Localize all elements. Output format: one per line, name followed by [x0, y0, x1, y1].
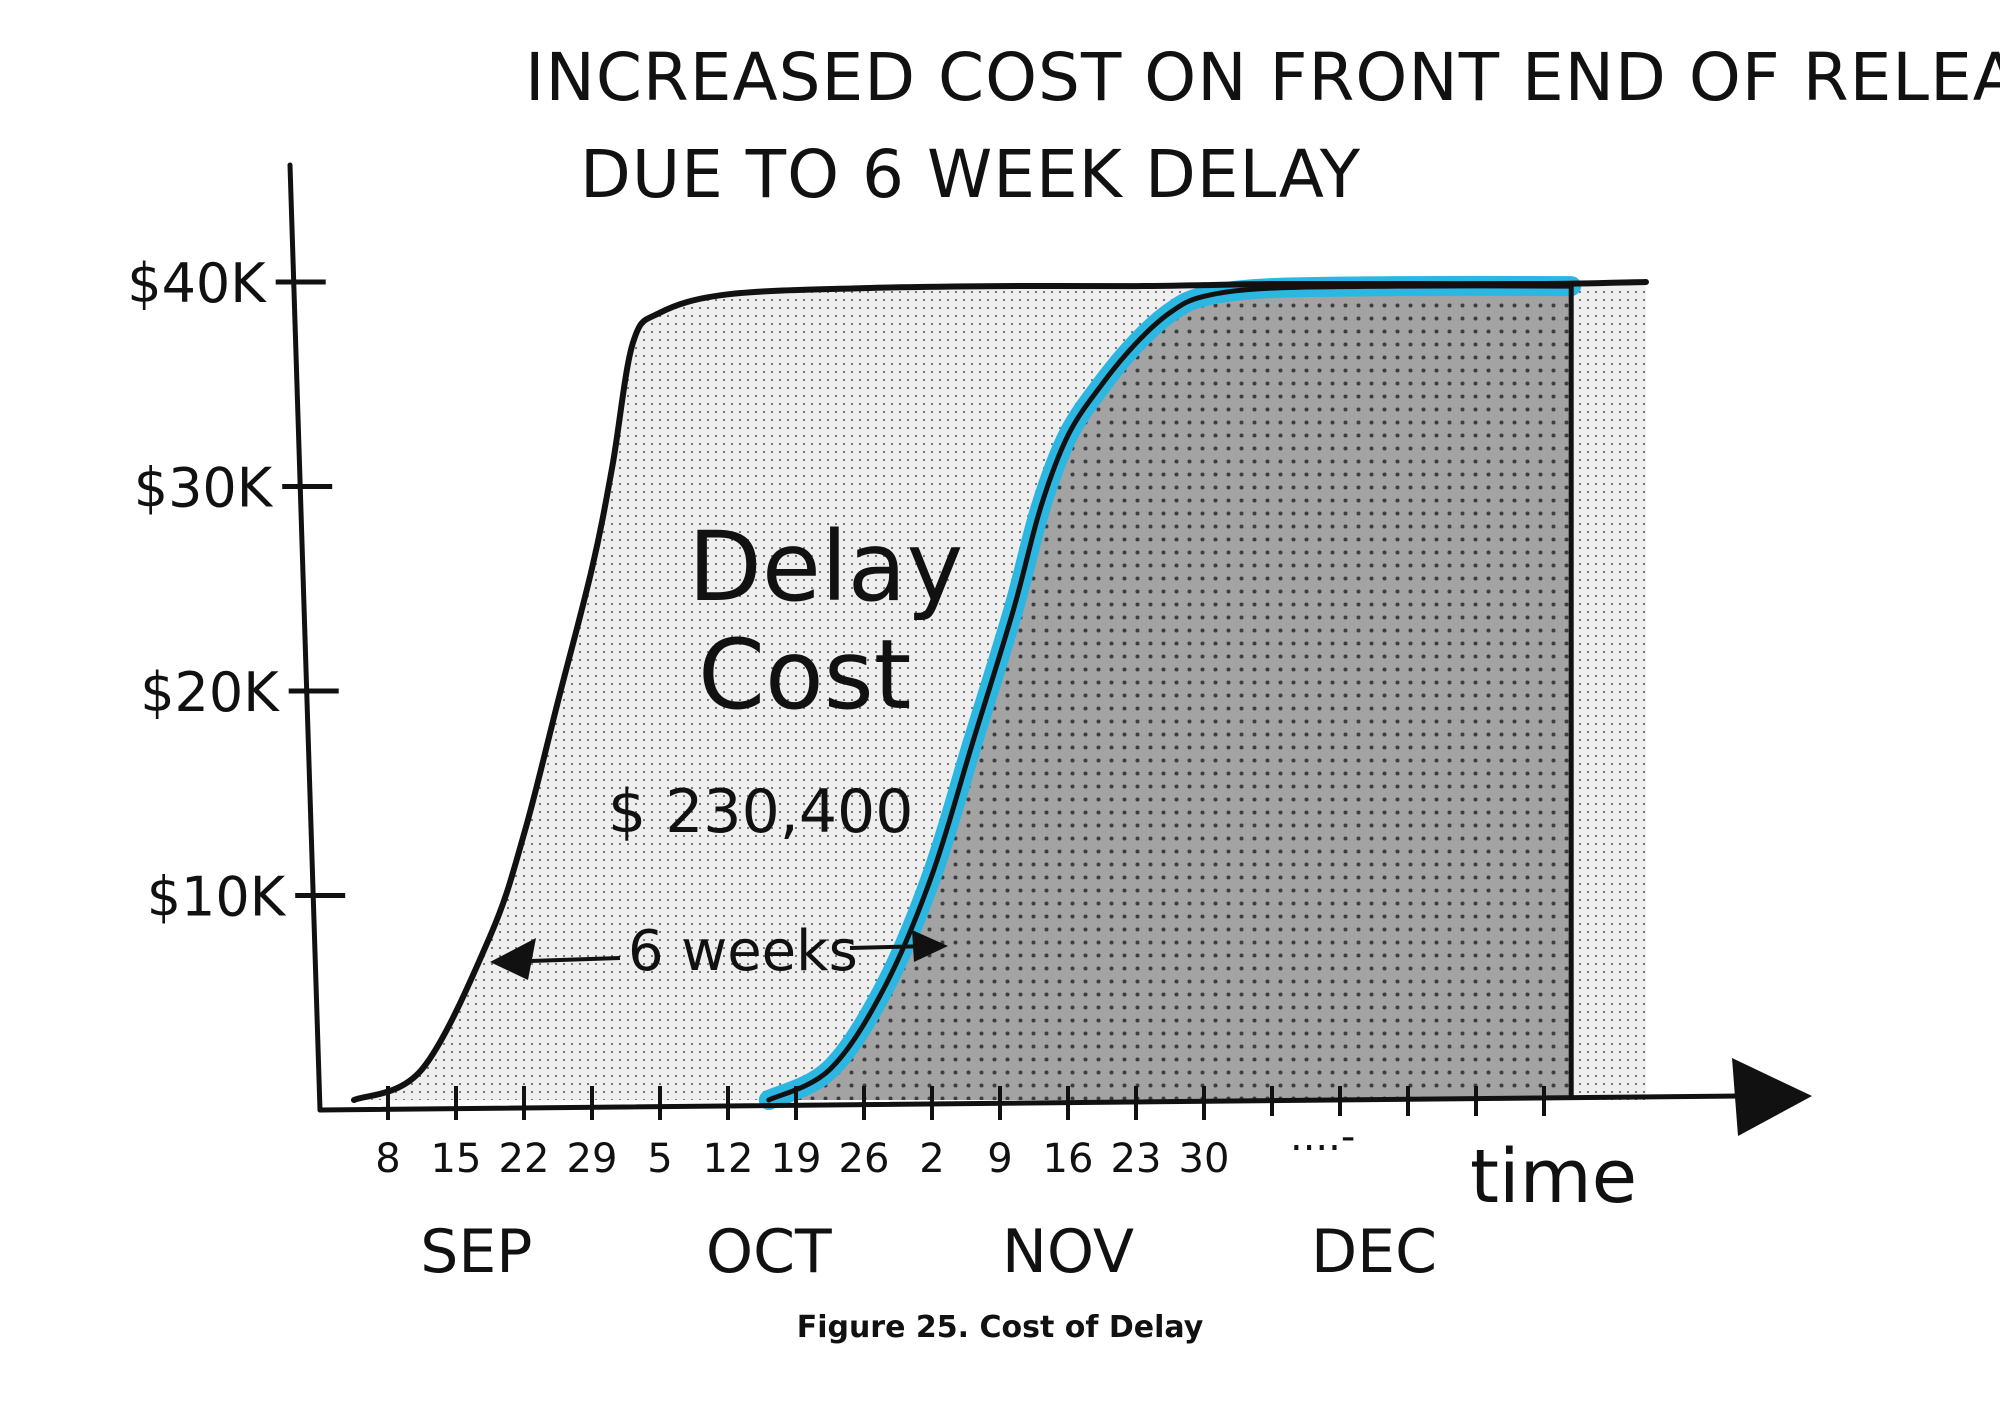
chart-title-line-2: DUE TO 6 WEEK DELAY: [580, 136, 1361, 213]
six-weeks-arrow: [490, 930, 948, 980]
x-tick-label: 15: [431, 1136, 482, 1182]
x-axis: [317, 1093, 1745, 1113]
delayed-release-area: [768, 285, 1572, 1100]
x-tick-label: 26: [839, 1136, 890, 1182]
x-tick-label: 16: [1043, 1136, 1094, 1182]
x-axis-ellipsis: ....-: [1290, 1114, 1355, 1160]
y-ticks: $10K $20K $30K $40K: [127, 252, 346, 929]
y-tick-label: $10K: [147, 866, 287, 929]
y-tick-label: $30K: [134, 457, 274, 520]
month-label: NOV: [1002, 1217, 1134, 1287]
figure-caption: Figure 25. Cost of Delay: [796, 1310, 1204, 1345]
month-label: DEC: [1311, 1217, 1437, 1287]
annotation-six-weeks: 6 weeks: [628, 919, 858, 984]
x-tick-label: 9: [987, 1136, 1012, 1182]
x-tick-label: 30: [1179, 1136, 1230, 1182]
delayed-curve-line: [766, 283, 1574, 1103]
month-label: OCT: [706, 1217, 832, 1287]
x-tick-label: 5: [647, 1136, 672, 1182]
x-tick-label: 23: [1111, 1136, 1162, 1182]
annotation-delay: Delay: [688, 511, 963, 623]
y-tick-label: $20K: [140, 661, 280, 724]
original-curve-line: [351, 279, 1649, 1103]
x-ticks: 8 15 22 29 5 12 19 26 2 9 16 23 30: [375, 1086, 1546, 1182]
arrow-left-head-icon: [490, 938, 536, 980]
y-axis: [287, 162, 323, 1113]
x-tick-label: 2: [919, 1136, 944, 1182]
x-tick-label: 29: [567, 1136, 618, 1182]
y-tick-label: $40K: [127, 252, 267, 315]
month-labels: SEP OCT NOV DEC: [420, 1217, 1437, 1287]
x-tick-label: 12: [703, 1136, 754, 1182]
annotation-cost: Cost: [698, 619, 911, 731]
x-axis-label: time: [1470, 1134, 1637, 1220]
annotation-delay-cost-value: $ 230,400: [608, 777, 913, 847]
chart-title-line-1: INCREASED COST ON FRONT END OF RELEASE: [525, 39, 2000, 116]
x-tick-label: 22: [499, 1136, 550, 1182]
arrow-right-head-icon: [912, 930, 948, 962]
x-tick-label: 8: [375, 1136, 400, 1182]
x-tick-label: 19: [771, 1136, 822, 1182]
x-axis-arrowhead: [1732, 1058, 1812, 1136]
month-label: SEP: [420, 1217, 532, 1287]
